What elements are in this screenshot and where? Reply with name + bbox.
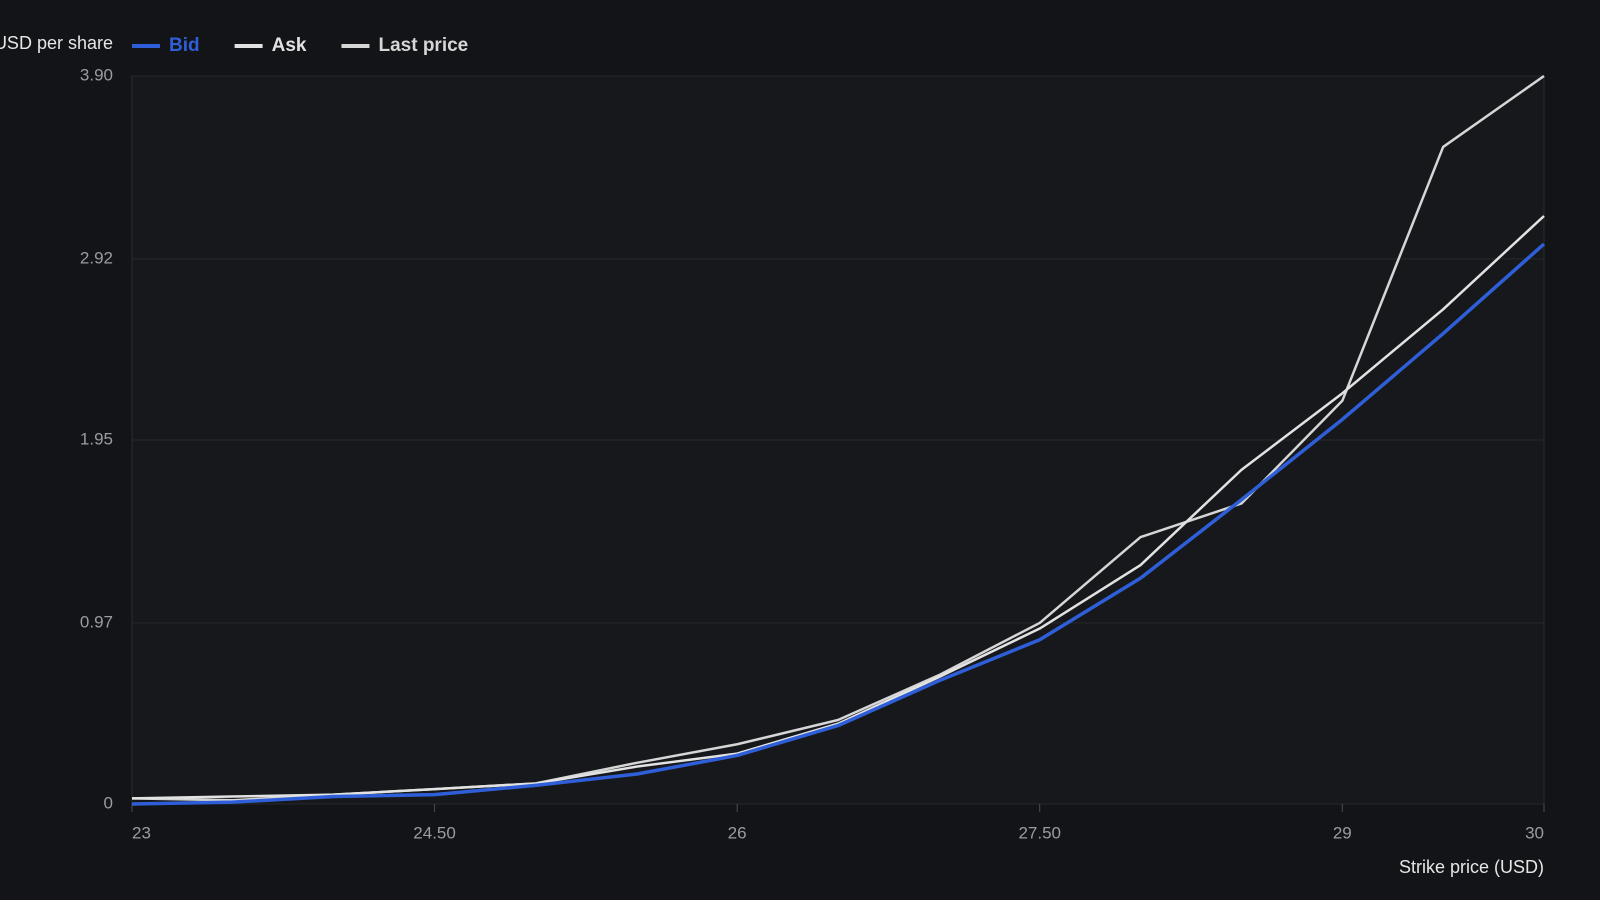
x-tick-label: 24.50: [413, 823, 456, 842]
legend-label[interactable]: Last price: [378, 35, 468, 56]
y-tick-label: 2.92: [80, 248, 113, 267]
y-tick-label: 0: [104, 793, 113, 812]
y-tick-label: 0.97: [80, 612, 113, 631]
x-tick-label: 30: [1525, 823, 1544, 842]
series-line: [131, 242, 1546, 806]
legend-label[interactable]: Ask: [272, 35, 307, 56]
y-axis-label: USD per share: [0, 33, 113, 53]
x-tick-label: 29: [1333, 823, 1352, 842]
y-tick-label: 1.95: [80, 429, 113, 448]
legend-label[interactable]: Bid: [169, 35, 200, 56]
y-tick-label: 3.90: [80, 65, 113, 84]
x-tick-label: 26: [728, 823, 747, 842]
x-axis-label: Strike price (USD): [1399, 857, 1544, 877]
x-tick-label: 23: [132, 823, 151, 842]
x-tick-label: 27.50: [1018, 823, 1061, 842]
